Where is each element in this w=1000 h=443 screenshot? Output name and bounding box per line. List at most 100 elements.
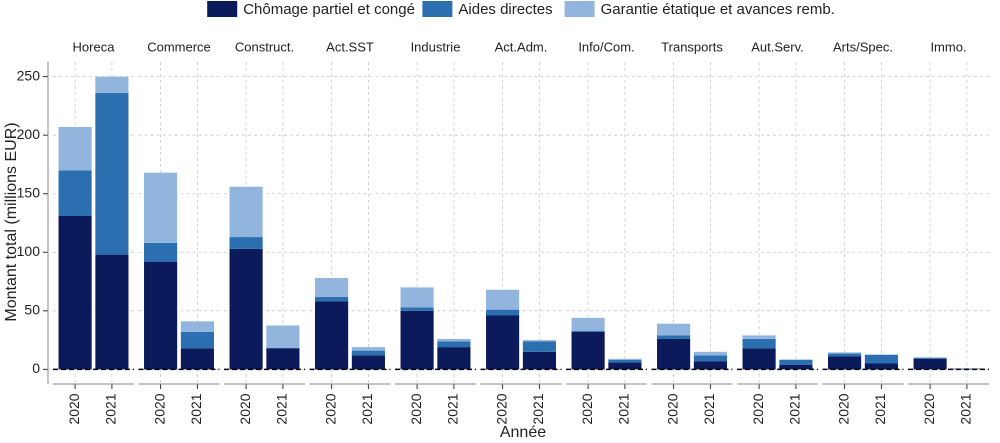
facet-label: Horeca <box>73 39 116 54</box>
x-tick-label: 2021 <box>359 393 375 424</box>
y-tick-label: 100 <box>17 243 41 259</box>
bar-segment <box>400 307 434 311</box>
y-axis-title: Montant total (millions EUR) <box>3 122 20 321</box>
bar-segment <box>486 289 520 310</box>
facet-label: Arts/Spec. <box>833 39 893 54</box>
bar-segment <box>522 340 556 342</box>
bar-segment <box>486 315 520 370</box>
bar-segment <box>571 331 605 370</box>
bar-segment <box>742 348 776 370</box>
facet-label: Info/Com. <box>578 39 634 54</box>
bar-segment <box>266 347 300 349</box>
bar-segment <box>608 362 642 370</box>
facet-label: Construct. <box>235 39 294 54</box>
x-tick-label: 2021 <box>530 393 546 424</box>
bar-segment <box>351 355 385 370</box>
bar-segment <box>608 358 642 360</box>
x-tick-label: 2020 <box>493 393 509 424</box>
facet-label: Transports <box>661 39 723 54</box>
bar-segment <box>522 351 556 370</box>
bar-segment <box>913 357 947 359</box>
bar-segment <box>400 287 434 308</box>
bar-segment <box>144 261 178 370</box>
y-tick-label: 0 <box>32 360 40 376</box>
bar-segment <box>144 242 178 262</box>
bar-segment <box>315 278 349 297</box>
facet-label: Act.SST <box>326 39 374 54</box>
bar-segment <box>437 338 471 342</box>
bar-segment <box>95 76 129 94</box>
bar-segment <box>522 341 556 352</box>
legend-label: Chômage partiel et congé <box>243 1 415 18</box>
bar-segment <box>95 93 129 255</box>
x-tick-label: 2020 <box>835 393 851 424</box>
y-tick-label: 250 <box>17 67 41 83</box>
legend-label: Aides directes <box>458 1 552 18</box>
bar-segment <box>828 353 862 357</box>
bar-segment <box>180 331 214 349</box>
legend-swatch <box>422 1 453 17</box>
facet-label: Commerce <box>147 39 211 54</box>
bar-segment <box>779 359 813 360</box>
facet-label: Industrie <box>411 39 461 54</box>
x-tick-label: 2020 <box>579 393 595 424</box>
bar-segment <box>779 359 813 365</box>
bar-segment <box>144 172 178 243</box>
bar-segment <box>351 350 385 356</box>
bar-segment <box>693 351 727 356</box>
legend-swatch <box>564 1 595 17</box>
x-tick-label: 2021 <box>701 393 717 424</box>
y-tick-label: 150 <box>17 184 41 200</box>
bar-segment <box>229 248 263 370</box>
x-tick-label: 2021 <box>616 393 632 424</box>
x-tick-label: 2020 <box>322 393 338 424</box>
facet-label: Immo. <box>930 39 966 54</box>
x-tick-label: 2021 <box>188 393 204 424</box>
bar-segment <box>571 317 605 331</box>
bar-segment <box>180 348 214 370</box>
bar-segment <box>58 215 92 370</box>
bar-segment <box>400 310 434 370</box>
bar-segment <box>437 347 471 370</box>
x-tick-label: 2021 <box>958 393 974 424</box>
facet-label: Act.Adm. <box>495 39 548 54</box>
bar-segment <box>828 352 862 354</box>
bar-segment <box>351 347 385 351</box>
x-tick-label: 2021 <box>274 393 290 424</box>
y-tick-label: 200 <box>17 126 41 142</box>
bar-segment <box>315 301 349 370</box>
x-tick-label: 2020 <box>664 393 680 424</box>
bar-segment <box>437 341 471 348</box>
x-tick-label: 2020 <box>237 393 253 424</box>
bar-segment <box>608 359 642 363</box>
bar-segment <box>742 335 776 339</box>
bar-segment <box>657 323 691 336</box>
legend-label: Garantie étatique et avances remb. <box>601 1 835 18</box>
x-tick-label: 2020 <box>151 393 167 424</box>
x-tick-label: 2020 <box>750 393 766 424</box>
bar-segment <box>180 321 214 332</box>
bar-segment <box>657 335 691 339</box>
bar-segment <box>779 364 813 370</box>
bar-segment <box>693 361 727 370</box>
bar-segment <box>315 296 349 302</box>
bar-segment <box>657 338 691 370</box>
bar-segment <box>266 348 300 370</box>
x-tick-label: 2020 <box>408 393 424 424</box>
facet-label: Aut.Serv. <box>751 39 804 54</box>
bar-segment <box>742 338 776 349</box>
y-tick-label: 50 <box>24 302 40 318</box>
legend-swatch <box>207 1 238 17</box>
x-tick-label: 2020 <box>921 393 937 424</box>
x-tick-label: 2021 <box>787 393 803 424</box>
bar-segment <box>229 237 263 249</box>
x-tick-label: 2020 <box>66 393 82 424</box>
x-axis-title: Année <box>500 424 546 441</box>
bar-segment <box>571 330 605 332</box>
x-tick-label: 2021 <box>445 393 461 424</box>
bar-segment <box>266 325 300 348</box>
bar-segment <box>828 356 862 370</box>
bar-segment <box>693 355 727 362</box>
bar-segment <box>913 358 947 370</box>
